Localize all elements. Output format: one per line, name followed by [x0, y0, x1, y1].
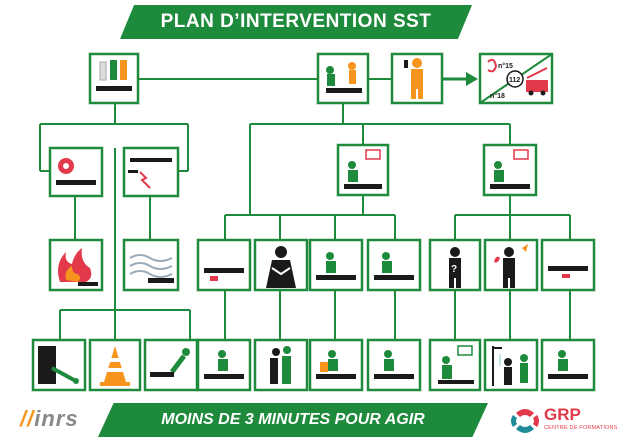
speech-examine-icon	[344, 149, 382, 189]
label-112: 112	[509, 77, 520, 84]
box-trauma	[540, 238, 596, 292]
electric-hazard-icon	[128, 158, 172, 189]
connector-lines	[39, 78, 571, 340]
recovery-position-icon	[374, 350, 414, 379]
box-bleeding	[196, 238, 252, 292]
back-blows-icon	[270, 346, 291, 384]
grp-title: GRP	[544, 405, 581, 424]
unconscious-icon	[316, 252, 356, 280]
header-title: PLAN D’INTERVENTION SST	[160, 11, 432, 32]
examine-icon	[326, 62, 362, 93]
malaise-icon: ?	[449, 247, 461, 288]
unconscious-breathing-icon	[374, 252, 414, 280]
header-banner: PLAN D’INTERVENTION SST	[120, 5, 472, 39]
ask-questions-icon	[438, 345, 474, 384]
pictograms: n°15 112 n°18	[38, 53, 588, 386]
immobilize-icon	[548, 350, 588, 379]
power-switch-icon	[38, 346, 79, 384]
compress-bleeding-icon	[204, 350, 244, 379]
speech-examine-icon-2	[490, 149, 530, 189]
box-unconscious-breathing	[366, 238, 422, 292]
choking-icon	[266, 246, 296, 288]
evacuate-icon	[150, 348, 190, 377]
phone-caller-icon	[404, 58, 423, 99]
box-hazard-suppressible	[48, 146, 104, 198]
emergency-services-icon: n°15 112 n°18	[479, 53, 553, 104]
shower-icon	[492, 346, 528, 386]
box-examine	[316, 52, 370, 105]
traffic-cone-icon	[100, 346, 130, 386]
burn-icon	[494, 244, 528, 288]
toxic-gas-icon	[129, 254, 174, 283]
grp-subtitle: CENTRE DE FORMATIONS	[544, 425, 618, 431]
inrs-mark-icon: //	[20, 406, 35, 431]
arrow-icon	[442, 72, 478, 86]
fire-icon	[58, 248, 98, 286]
footer-slogan: MOINS DE 3 MINUTES POUR AGIR	[161, 411, 425, 428]
grp-logo: GRP CENTRE DE FORMATIONS	[510, 405, 620, 435]
protect-icon	[96, 60, 132, 91]
trauma-icon	[548, 266, 588, 278]
grp-emblem-icon	[511, 409, 539, 433]
bleeding-icon	[204, 268, 244, 281]
saw-blade-icon	[56, 158, 96, 185]
box-evacuate	[143, 338, 199, 392]
inrs-logo: //inrs	[20, 406, 79, 432]
footer-banner: MOINS DE 3 MINUTES POUR AGIR	[98, 403, 488, 437]
label-15: n°15	[498, 62, 513, 70]
box-back-blows	[253, 338, 309, 392]
inrs-text: inrs	[34, 406, 79, 431]
label-18: n°18	[490, 92, 505, 100]
cpr-icon	[316, 350, 356, 379]
svg-text:?: ?	[451, 264, 457, 275]
